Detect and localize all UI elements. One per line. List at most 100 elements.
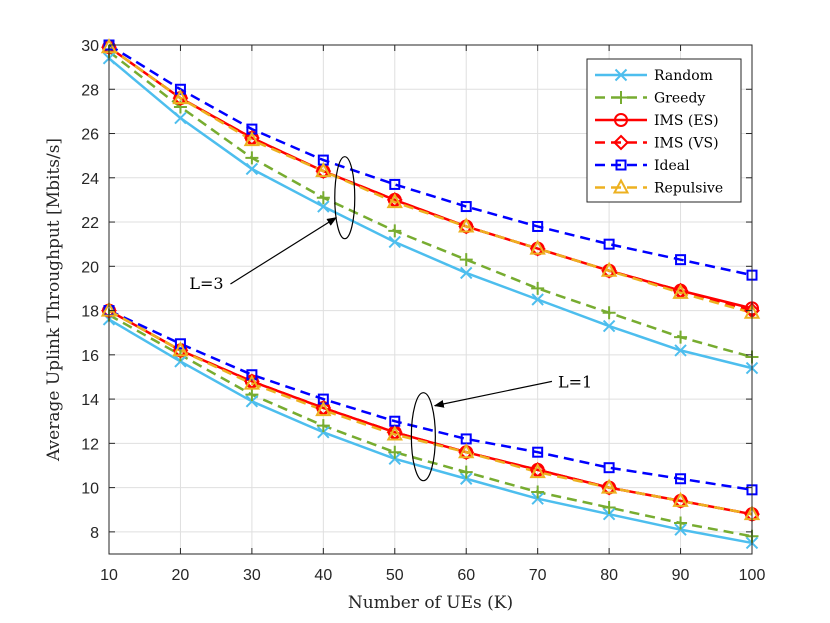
data-point-repulsive-l-1 [315, 401, 332, 417]
data-point-repulsive-l-3 [672, 283, 689, 299]
data-point-ideal-l-1 [675, 473, 687, 485]
data-point-ideal-l-3 [174, 83, 186, 95]
data-point-random-l-1 [602, 507, 616, 521]
data-point-repulsive-l-3 [458, 217, 475, 233]
x-tick-label: 10 [100, 567, 118, 584]
data-point-ims-vs-l-3 [529, 240, 546, 257]
data-point-random-l-3 [174, 111, 187, 125]
y-tick-label: 28 [81, 82, 99, 99]
x-tick-label: 40 [314, 567, 332, 584]
series-line-greedy-l-3 [108, 50, 753, 359]
data-point-ideal-l-3 [532, 220, 544, 232]
data-point-greedy-l-3 [316, 191, 330, 205]
data-point-ideal-l-3 [389, 178, 401, 190]
y-tick-label: 8 [90, 525, 99, 542]
data-point-random-l-3 [531, 293, 544, 306]
data-point-random-l-3 [460, 266, 473, 280]
data-point-repulsive-l-1 [672, 491, 689, 507]
data-point-repulsive-l-1 [172, 341, 189, 357]
data-point-random-l-3 [388, 235, 401, 249]
data-point-repulsive-l-3 [315, 162, 332, 178]
data-point-ims-vs-l-1 [458, 444, 475, 461]
data-point-greedy-l-1 [674, 516, 688, 530]
x-tick-label: 50 [386, 567, 404, 584]
legend-label-ims-es: IMS (ES) [654, 113, 719, 129]
legend-box [586, 58, 742, 203]
series-line-random-l-3 [108, 57, 753, 370]
y-tick-label: 24 [81, 171, 99, 188]
annotation-label-l-1: L=1 [558, 372, 592, 391]
data-point-random-l-3 [602, 319, 616, 333]
legend-label-repulsive: Repulsive [654, 181, 723, 197]
data-point-random-l-1 [531, 492, 544, 505]
data-point-random-l-1 [317, 426, 330, 439]
y-tick-label: 12 [81, 436, 99, 453]
series-line-repulsive-l-1 [108, 309, 753, 516]
y-tick-label: 30 [81, 38, 99, 55]
data-point-random-l-3 [674, 344, 687, 357]
data-point-ideal-l-1 [603, 462, 615, 474]
legend-label-ims-vs: IMS (VS) [654, 136, 719, 152]
data-point-repulsive-l-3 [243, 131, 261, 147]
data-point-ideal-l-3 [675, 254, 687, 266]
data-point-greedy-l-1 [245, 388, 259, 402]
data-point-repulsive-l-1 [600, 478, 618, 494]
x-tick-label: 30 [243, 567, 261, 584]
axis-ticks: 10 20 30 40 50 60 70 80 90 100 8 10 12 14 16 18 20 22 24 26… [81, 38, 765, 584]
data-point-greedy-l-3 [459, 253, 473, 267]
data-point-repulsive-l-3 [529, 239, 546, 255]
y-tick-label: 20 [81, 259, 99, 276]
data-point-random-l-1 [388, 452, 401, 466]
legend-marker-greedy [614, 91, 628, 104]
data-point-ims-vs-l-3 [458, 218, 475, 235]
data-point-greedy-l-3 [245, 151, 259, 165]
series-line-greedy-l-1 [108, 313, 753, 538]
y-tick-label: 22 [81, 215, 99, 232]
data-point-repulsive-l-1 [386, 425, 403, 441]
data-point-ideal-l-1 [246, 369, 258, 381]
x-axis-title: Number of UEs (K) [348, 593, 513, 613]
data-point-random-l-1 [245, 395, 259, 408]
data-point-greedy-l-1 [531, 485, 545, 499]
y-axis-title: Average Uplink Throughput [Mbits/s] [44, 138, 64, 462]
legend-label-random: Random [654, 68, 713, 84]
legend-marker-repulsive [612, 178, 630, 194]
y-tick-label: 26 [81, 127, 99, 144]
y-tick-label: 14 [81, 392, 99, 409]
x-tick-label: 20 [172, 567, 190, 584]
data-point-greedy-l-3 [531, 281, 545, 295]
data-point-greedy-l-1 [388, 445, 402, 459]
annotation-ellipse-l-3 [334, 156, 356, 240]
data-point-repulsive-l-3 [386, 193, 403, 209]
data-point-ideal-l-3 [603, 238, 615, 250]
data-point-ims-vs-l-3 [601, 262, 618, 279]
legend-marker-random [614, 68, 628, 82]
plot-frame [108, 44, 753, 555]
x-tick-label: 100 [739, 567, 766, 584]
x-tick-label: 90 [672, 567, 690, 584]
legend-marker-ideal [615, 159, 627, 171]
y-tick-label: 18 [81, 304, 99, 321]
y-tick-label: 16 [81, 348, 99, 365]
legend: Random Greedy IMS (ES) IMS (VS) Ideal Repulsi… [586, 58, 742, 203]
annotation-label-l-3: L=3 [189, 274, 223, 293]
legend-marker-ims-vs [613, 134, 629, 151]
data-point-repulsive-l-3 [172, 89, 189, 105]
data-point-ims-vs-l-1 [672, 492, 689, 509]
data-point-ims-vs-l-3 [172, 90, 189, 107]
data-point-random-l-1 [174, 355, 187, 368]
legend-marker-ims-es [614, 113, 628, 127]
data-point-ideal-l-1 [532, 446, 544, 458]
series-line-repulsive-l-3 [108, 46, 753, 314]
series-lines [108, 43, 753, 545]
annotation-arrow-l-3 [230, 217, 338, 285]
data-point-repulsive-l-3 [600, 261, 618, 277]
data-point-repulsive-l-1 [529, 463, 546, 479]
data-point-greedy-l-1 [316, 419, 330, 433]
data-point-random-l-3 [317, 200, 330, 213]
data-point-greedy-l-3 [388, 224, 402, 238]
data-point-greedy-l-1 [459, 465, 473, 479]
data-point-greedy-l-3 [602, 306, 616, 320]
y-tick-label: 10 [81, 481, 99, 498]
